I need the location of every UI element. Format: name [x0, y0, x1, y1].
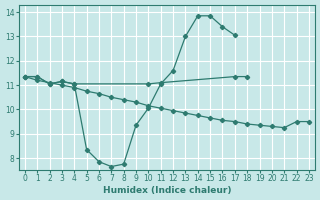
X-axis label: Humidex (Indice chaleur): Humidex (Indice chaleur): [103, 186, 231, 195]
